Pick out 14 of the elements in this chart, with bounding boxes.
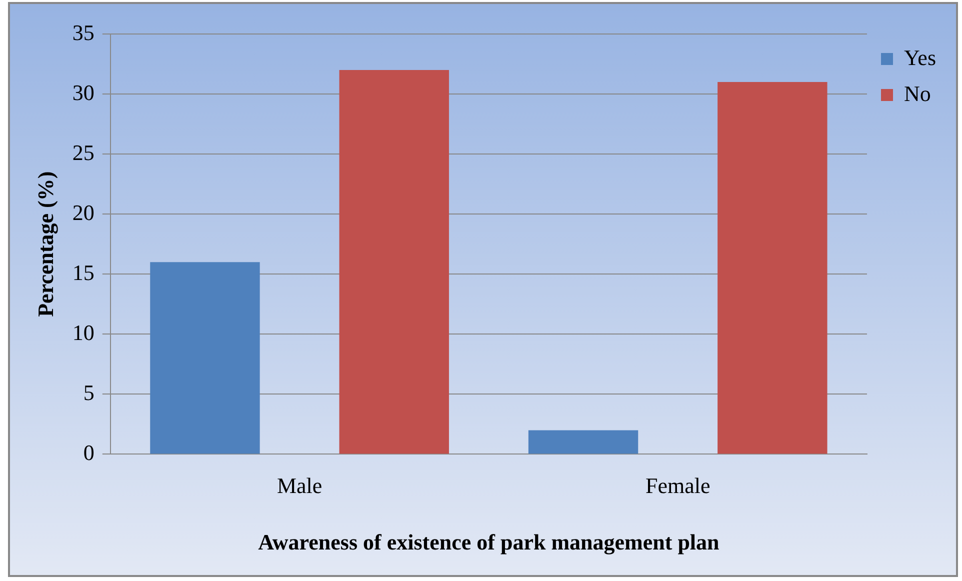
y-axis-title: Percentage (%): [32, 171, 58, 317]
legend-label: Yes: [904, 44, 936, 70]
x-axis-title: Awareness of existence of park management plan: [258, 529, 720, 554]
x-tick-label: Female: [645, 473, 710, 498]
y-tick-label: 35: [72, 20, 94, 45]
y-tick-label: 30: [72, 80, 94, 105]
y-tick-label: 5: [83, 380, 94, 405]
legend-label: No: [904, 80, 931, 106]
y-tick-label: 0: [83, 440, 94, 465]
x-tick-label: Male: [276, 473, 322, 498]
y-tick-label: 10: [72, 320, 94, 345]
y-tick-label: 25: [72, 140, 94, 165]
y-tick-label: 20: [72, 200, 94, 225]
y-tick-label: 15: [72, 260, 94, 285]
